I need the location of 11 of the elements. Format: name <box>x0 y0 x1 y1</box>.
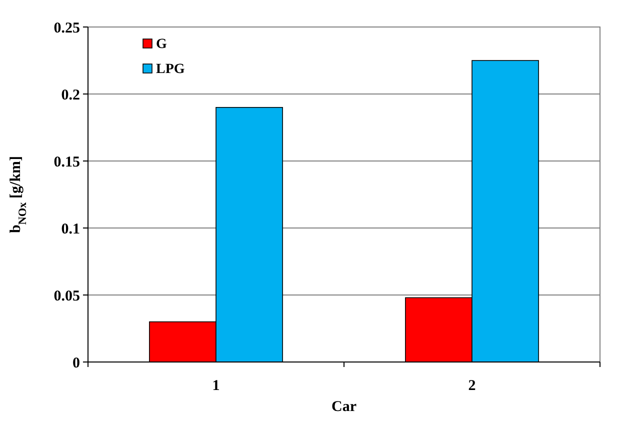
y-tick-label: 0.15 <box>54 154 80 170</box>
x-tick-label: 2 <box>468 378 476 394</box>
y-tick-label: 0.05 <box>54 288 80 304</box>
legend-label: G <box>156 37 167 52</box>
y-tick-label: 0.25 <box>54 20 80 36</box>
legend-label: LPG <box>156 62 185 77</box>
y-tick-label: 0 <box>72 355 80 372</box>
y-tick-label: 0.2 <box>61 87 80 104</box>
y-tick-label: 0.1 <box>61 221 80 238</box>
x-tick-label: 1 <box>212 378 220 394</box>
x-axis-title: Car <box>332 399 357 415</box>
